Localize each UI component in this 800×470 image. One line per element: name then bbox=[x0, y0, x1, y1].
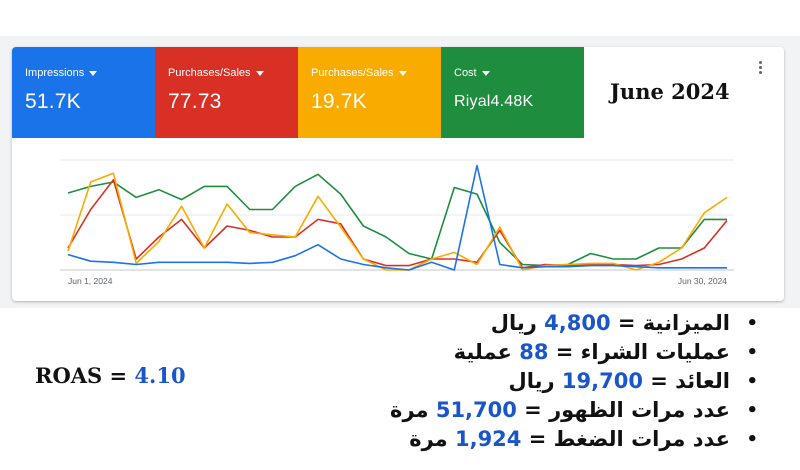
dropdown-caret-icon[interactable] bbox=[255, 70, 264, 76]
tile-purchases-sales-label: Purchases/Sales bbox=[168, 67, 251, 79]
dropdown-caret-icon[interactable] bbox=[481, 70, 490, 76]
bullet-icon: • bbox=[746, 342, 758, 363]
summary-clicks: • عدد مرات الضغط = 1,924 مرة bbox=[390, 425, 758, 454]
metric-tiles: Impressions 51.7K Purchases/Sales 77.73 … bbox=[12, 47, 584, 138]
tile-impressions[interactable]: Impressions 51.7K bbox=[12, 47, 155, 138]
x-axis-end-label: Jun 30, 2024 bbox=[678, 276, 727, 286]
tile-cost-label: Cost bbox=[454, 67, 477, 79]
tile-cost-value: Riyal4.48K bbox=[454, 93, 534, 110]
performance-line-chart: Jun 1, 2024 Jun 30, 2024 bbox=[60, 159, 734, 286]
series-line-3 bbox=[67, 164, 727, 271]
tile-purchases-sales-value: 77.73 bbox=[168, 90, 222, 113]
roas-metric: ROAS = 4.10 bbox=[35, 363, 186, 388]
series-line-0 bbox=[67, 173, 727, 267]
summary-value: 4,800 bbox=[544, 311, 611, 335]
summary-value: 88 bbox=[519, 340, 549, 364]
summary-unit: عملية bbox=[453, 340, 520, 364]
tile-impressions-label: Impressions bbox=[25, 67, 85, 79]
bullet-icon: • bbox=[746, 400, 758, 421]
summary-label: عمليات الشراء = bbox=[548, 340, 730, 364]
tile-purchases-sales-value-metric[interactable]: Purchases/Sales 19.7K bbox=[298, 47, 441, 138]
tile-impressions-value: 51.7K bbox=[25, 90, 81, 113]
summary-value: 19,700 bbox=[561, 369, 643, 393]
tile-purchases-sales-value-label: Purchases/Sales bbox=[311, 67, 394, 79]
summary-revenue: • العائد = 19,700 ريال bbox=[390, 367, 758, 396]
summary-budget: • الميزانية = 4,800 ريال bbox=[390, 309, 758, 338]
summary-unit: مرة bbox=[390, 398, 436, 422]
more-options-icon[interactable] bbox=[757, 61, 763, 74]
summary-unit: ريال bbox=[508, 369, 562, 393]
summary-unit: ريال bbox=[490, 311, 545, 335]
summary-label: الميزانية = bbox=[610, 311, 730, 335]
dropdown-caret-icon[interactable] bbox=[89, 70, 98, 76]
series-line-2 bbox=[67, 172, 728, 271]
summary-impressions: • عدد مرات الظهور = 51,700 مرة bbox=[390, 396, 758, 425]
summary-value: 1,924 bbox=[454, 427, 522, 451]
tile-cost[interactable]: Cost Riyal4.48K bbox=[441, 47, 584, 138]
tile-purchases-sales-value-amount: 19.7K bbox=[311, 90, 367, 113]
x-axis-start-label: Jun 1, 2024 bbox=[68, 276, 113, 286]
top-band bbox=[0, 0, 800, 36]
tile-purchases-sales[interactable]: Purchases/Sales 77.73 bbox=[155, 47, 298, 138]
roas-value: 4.10 bbox=[134, 363, 186, 388]
summary-label: العائد = bbox=[642, 369, 730, 393]
bullet-icon: • bbox=[746, 371, 758, 392]
summary-label: عدد مرات الظهور = bbox=[516, 398, 730, 422]
dropdown-caret-icon[interactable] bbox=[398, 70, 407, 76]
summary-value: 51,700 bbox=[435, 398, 517, 422]
summary-label: عدد مرات الضغط = bbox=[521, 427, 730, 451]
bullet-icon: • bbox=[746, 313, 758, 334]
summary-purchases: • عمليات الشراء = 88 عملية bbox=[390, 338, 758, 367]
roas-label: ROAS = bbox=[35, 363, 135, 388]
summary-unit: مرة bbox=[409, 427, 455, 451]
period-title: June 2024 bbox=[610, 79, 730, 104]
bullet-icon: • bbox=[746, 429, 758, 450]
metrics-card: Impressions 51.7K Purchases/Sales 77.73 … bbox=[12, 47, 784, 301]
summary-list: • الميزانية = 4,800 ريال • عمليات الشراء =… bbox=[390, 309, 758, 454]
